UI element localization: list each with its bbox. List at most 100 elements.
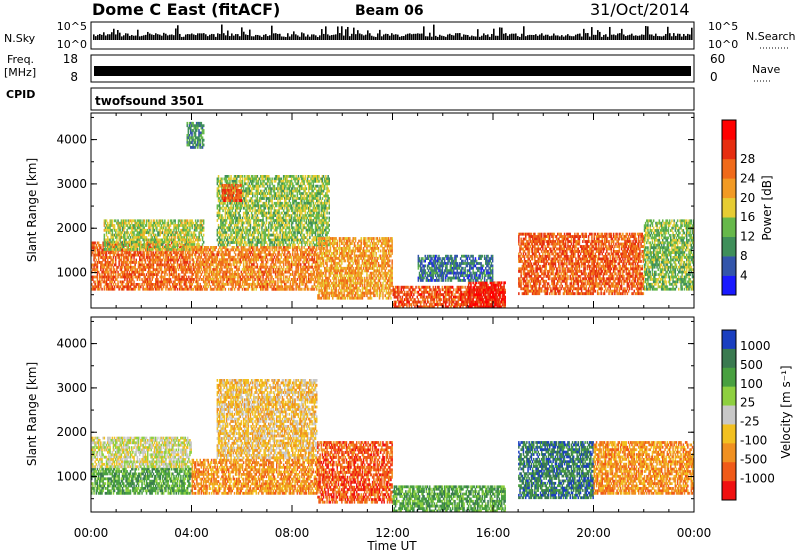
heatmap-cell bbox=[290, 268, 293, 271]
heatmap-cell bbox=[244, 206, 246, 210]
heatmap-cell bbox=[281, 197, 284, 200]
heatmap-cell bbox=[276, 192, 278, 195]
heatmap-cell bbox=[218, 192, 221, 195]
heatmap-cell bbox=[174, 265, 176, 269]
heatmap-cell bbox=[153, 245, 156, 249]
nsky-label: N.Sky bbox=[4, 32, 36, 45]
nsky-bar bbox=[465, 34, 467, 40]
heatmap-cell bbox=[124, 226, 126, 230]
heatmap-cell bbox=[238, 231, 240, 235]
nsky-bar bbox=[305, 36, 307, 40]
heatmap-cell bbox=[168, 226, 171, 230]
heatmap-cell bbox=[103, 287, 106, 291]
heatmap-cell bbox=[266, 184, 269, 188]
nsky-bar bbox=[203, 33, 205, 40]
heatmap-cell bbox=[271, 179, 273, 183]
nsky-bar bbox=[369, 33, 371, 40]
heatmap-cell bbox=[164, 265, 166, 269]
heatmap-cell bbox=[144, 258, 147, 262]
nsky-bar bbox=[107, 34, 109, 40]
nsky-bar bbox=[193, 34, 195, 40]
heatmap-cell bbox=[97, 285, 100, 289]
heatmap-cell bbox=[241, 175, 244, 178]
heatmap-cell bbox=[248, 263, 251, 267]
nsky-bar bbox=[555, 35, 557, 40]
heatmap-cell bbox=[105, 231, 108, 235]
nsky-bar bbox=[137, 29, 139, 40]
heatmap-cell bbox=[261, 250, 263, 254]
heatmap-cell bbox=[265, 201, 268, 205]
nsky-bar bbox=[269, 35, 271, 40]
nsky-bar bbox=[199, 33, 201, 40]
heatmap-cell bbox=[101, 273, 103, 276]
nsky-trace bbox=[93, 24, 693, 40]
heatmap-cell bbox=[115, 278, 117, 281]
heatmap-cell bbox=[262, 287, 264, 291]
heatmap-cell bbox=[151, 243, 153, 246]
nsky-bar bbox=[649, 34, 651, 40]
heatmap-cell bbox=[178, 275, 181, 279]
heatmap-cell bbox=[149, 256, 151, 259]
heatmap-cell bbox=[257, 233, 260, 237]
heatmap-cell bbox=[112, 268, 115, 272]
heatmap-cell bbox=[127, 283, 129, 286]
heatmap-cell bbox=[184, 251, 187, 255]
heatmap-cell bbox=[140, 256, 142, 259]
heatmap-cell bbox=[248, 182, 251, 186]
heatmap-cell bbox=[224, 209, 227, 213]
heatmap-cell bbox=[261, 189, 263, 193]
heatmap-cell bbox=[201, 270, 204, 274]
heatmap-cell bbox=[286, 189, 288, 193]
nsky-bar bbox=[311, 34, 313, 40]
heatmap-cell bbox=[143, 251, 145, 255]
heatmap-cell bbox=[262, 216, 264, 220]
heatmap-cell bbox=[113, 263, 116, 267]
heatmap-cell bbox=[145, 224, 148, 227]
heatmap-cell bbox=[181, 285, 183, 289]
heatmap-cell bbox=[281, 285, 284, 289]
heatmap-cell bbox=[270, 273, 272, 276]
heatmap-cell bbox=[144, 268, 147, 272]
heatmap-cell bbox=[141, 261, 143, 264]
nsky-bar bbox=[667, 26, 669, 40]
heatmap-cell bbox=[186, 236, 189, 239]
nsky-bar bbox=[639, 35, 641, 40]
nsky-bar bbox=[427, 36, 429, 40]
heatmap-cell bbox=[252, 209, 254, 213]
heatmap-cell bbox=[139, 261, 141, 264]
heatmap-cell bbox=[281, 228, 284, 232]
heatmap-cell bbox=[111, 275, 114, 279]
heatmap-cell bbox=[281, 211, 284, 215]
heatmap-cell bbox=[191, 255, 193, 259]
heatmap-cell bbox=[218, 204, 221, 208]
heatmap-cell bbox=[222, 233, 224, 237]
heatmap-cell bbox=[109, 261, 111, 264]
heatmap-cell bbox=[237, 223, 239, 227]
nsky-bar bbox=[227, 30, 229, 40]
nsky-bar bbox=[201, 33, 203, 40]
heatmap-cell bbox=[142, 248, 144, 251]
heatmap-cell bbox=[101, 265, 103, 269]
nsky-bar bbox=[171, 34, 173, 40]
heatmap-cell bbox=[161, 228, 164, 232]
nsky-bar bbox=[283, 36, 285, 40]
heatmap-cell bbox=[115, 231, 117, 235]
heatmap-cell bbox=[230, 211, 232, 215]
heatmap-cell bbox=[229, 253, 231, 257]
heatmap-cell bbox=[287, 201, 289, 205]
heatmap-cell bbox=[148, 251, 150, 255]
nsky-bar bbox=[315, 35, 317, 40]
heatmap-cell bbox=[236, 243, 238, 247]
nsky-bar bbox=[329, 35, 331, 40]
heatmap-cell bbox=[104, 270, 107, 274]
heatmap-cell bbox=[282, 263, 285, 267]
heatmap-cell bbox=[116, 285, 118, 289]
heatmap-cell bbox=[264, 236, 267, 239]
heatmap-cell bbox=[199, 238, 201, 242]
nsky-bar bbox=[387, 33, 389, 40]
heatmap-cell bbox=[118, 263, 120, 267]
heatmap-cell bbox=[168, 283, 171, 286]
heatmap-cell bbox=[147, 258, 149, 262]
nsky-bar bbox=[593, 34, 595, 40]
heatmap-cell bbox=[115, 256, 117, 259]
